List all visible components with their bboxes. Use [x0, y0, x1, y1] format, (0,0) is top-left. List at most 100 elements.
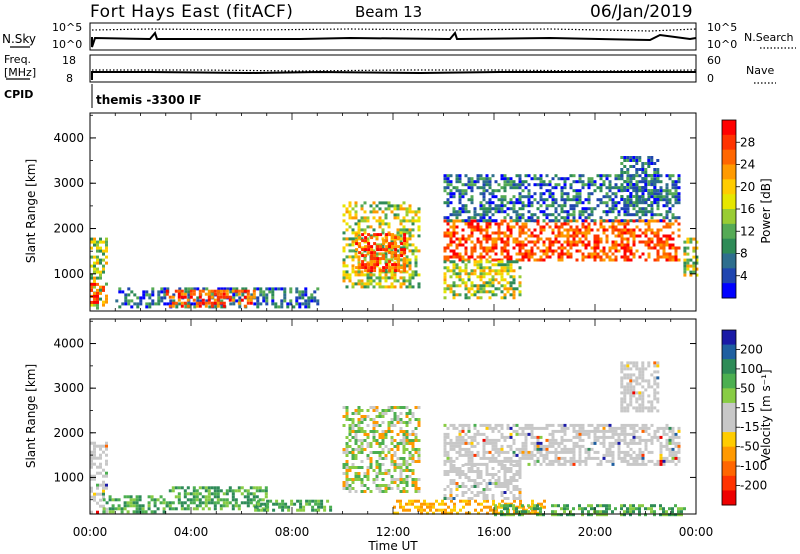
heatmap-cell	[345, 255, 349, 259]
heatmap-cell	[446, 258, 450, 262]
heatmap-cell	[99, 273, 102, 277]
colorbar-tick-label: 15	[740, 401, 755, 415]
heatmap-cell	[572, 204, 576, 208]
heatmap-cell	[584, 237, 588, 241]
heatmap-cell	[243, 304, 247, 308]
heatmap-cell	[213, 492, 217, 496]
heatmap-cell	[599, 441, 603, 445]
heatmap-cell	[452, 497, 456, 500]
heatmap-cell	[629, 388, 633, 392]
heatmap-cell	[506, 281, 510, 285]
heatmap-cell	[563, 186, 567, 190]
heatmap-cell	[467, 237, 471, 241]
heatmap-cell	[396, 204, 400, 208]
heatmap-cell	[351, 240, 355, 244]
heatmap-cell	[363, 219, 367, 223]
heatmap-cell	[316, 299, 320, 303]
heatmap-cell	[358, 236, 362, 240]
heatmap-cell	[488, 488, 492, 491]
colorbar-swatch	[722, 432, 736, 448]
heatmap-cell	[151, 290, 155, 294]
heatmap-cell	[620, 243, 624, 247]
heatmap-cell	[400, 248, 404, 252]
heatmap-cell	[102, 486, 105, 490]
heatmap-cell	[186, 304, 190, 308]
heatmap-cell	[512, 429, 516, 433]
heatmap-cell	[542, 240, 546, 244]
heatmap-cell	[467, 450, 471, 454]
heatmap-cell	[590, 207, 594, 211]
heatmap-cell	[575, 204, 579, 208]
heatmap-cell	[458, 447, 462, 451]
heatmap-cell	[177, 492, 181, 496]
heatmap-cell	[665, 513, 668, 517]
heatmap-cell	[515, 183, 519, 187]
heatmap-cell	[156, 507, 160, 511]
heatmap-cell	[569, 183, 573, 187]
heatmap-cell	[464, 269, 468, 273]
heatmap-cell	[524, 180, 528, 184]
heatmap-cell	[102, 300, 105, 304]
heatmap-cell	[381, 231, 385, 235]
heatmap-cell	[93, 264, 96, 268]
heatmap-cell	[381, 457, 385, 460]
heatmap-cell	[473, 260, 477, 264]
heatmap-cell	[455, 284, 459, 288]
heatmap-cell	[593, 189, 597, 193]
heatmap-cell	[99, 483, 102, 487]
heatmap-cell	[342, 472, 346, 475]
heatmap-cell	[656, 255, 660, 259]
heatmap-cell	[605, 174, 609, 178]
heatmap-cell	[656, 243, 660, 247]
heatmap-cell	[635, 376, 639, 380]
heatmap-cell	[222, 504, 226, 508]
heatmap-cell	[500, 198, 504, 202]
heatmap-cell	[494, 426, 498, 430]
heatmap-cell	[527, 189, 531, 193]
heatmap-cell	[497, 210, 501, 214]
heatmap-cell	[644, 171, 648, 174]
heatmap-cell	[381, 439, 385, 442]
heatmap-cell	[533, 174, 537, 178]
heatmap-cell	[491, 189, 495, 193]
heatmap-cell	[183, 301, 187, 305]
heatmap-cell	[497, 459, 501, 463]
heatmap-cell	[623, 165, 627, 168]
heatmap-cell	[608, 435, 612, 439]
heatmap-cell	[527, 258, 531, 262]
heatmap-cell	[354, 433, 358, 436]
heatmap-cell	[461, 219, 465, 223]
heatmap-cell	[521, 183, 525, 187]
heatmap-cell	[563, 456, 567, 460]
heatmap-cell	[93, 495, 96, 499]
heatmap-cell	[635, 201, 639, 204]
heatmap-cell	[524, 204, 528, 208]
heatmap-cell	[647, 219, 651, 223]
heatmap-cell	[348, 237, 352, 241]
heatmap-cell	[396, 487, 400, 490]
heatmap-cell	[394, 254, 398, 258]
heatmap-cell	[488, 456, 492, 460]
heatmap-cell	[196, 296, 200, 300]
heatmap-cell	[638, 462, 642, 466]
heatmap-cell	[641, 406, 645, 410]
heatmap-cell	[500, 269, 504, 273]
heatmap-cell	[677, 456, 681, 460]
heatmap-cell	[512, 210, 516, 214]
heatmap-cell	[373, 257, 377, 261]
heatmap-cell	[653, 174, 657, 177]
heatmap-cell	[644, 423, 648, 427]
heatmap-cell	[473, 213, 477, 217]
heatmap-cell	[476, 260, 480, 264]
heatmap-cell	[479, 432, 483, 436]
heatmap-cell	[476, 491, 480, 494]
heatmap-cell	[476, 263, 480, 267]
heatmap-cell	[277, 305, 281, 309]
heatmap-cell	[626, 510, 629, 514]
heatmap-cell	[348, 427, 352, 430]
heatmap-cell	[509, 255, 513, 259]
heatmap-cell	[638, 370, 642, 374]
heatmap-cell	[641, 177, 645, 180]
heatmap-cell	[379, 245, 383, 249]
heatmap-cell	[656, 219, 660, 223]
